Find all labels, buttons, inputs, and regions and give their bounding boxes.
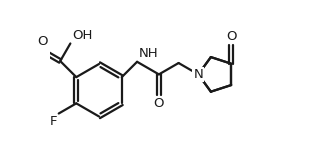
Text: O: O xyxy=(37,35,48,48)
Text: NH: NH xyxy=(139,47,158,60)
Text: O: O xyxy=(154,98,164,110)
Text: F: F xyxy=(49,115,57,128)
Text: O: O xyxy=(226,30,236,43)
Text: N: N xyxy=(193,68,203,81)
Text: N: N xyxy=(193,68,203,81)
Text: OH: OH xyxy=(72,29,93,42)
